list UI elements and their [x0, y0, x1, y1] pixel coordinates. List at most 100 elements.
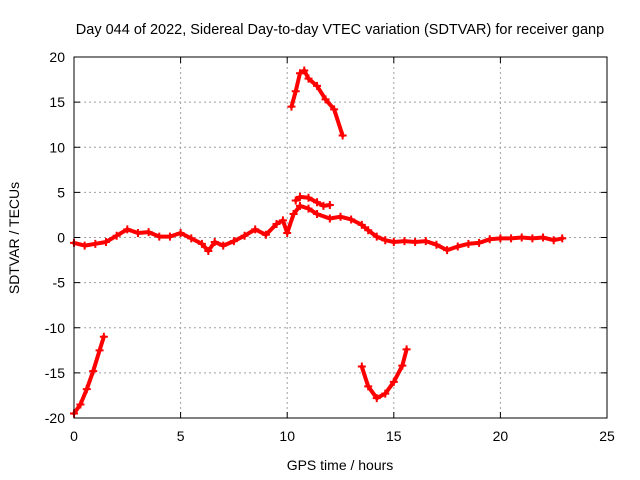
data-point	[80, 241, 89, 250]
data-point	[357, 220, 366, 229]
grid	[74, 57, 607, 418]
data-point	[402, 345, 411, 354]
data-point	[464, 239, 473, 248]
x-tick-label-10: 10	[279, 428, 295, 444]
data-point	[295, 201, 304, 210]
y-tick-label-10: 10	[49, 139, 65, 155]
data-point	[76, 400, 85, 409]
data-point	[453, 242, 462, 251]
data-point	[89, 367, 98, 376]
data-point	[432, 240, 441, 249]
series-line-dip-low	[359, 347, 409, 401]
series-dip-low	[357, 345, 411, 403]
y-axis-title: SDTVAR / TECUs	[6, 182, 22, 294]
data-point	[313, 210, 322, 219]
series-line-spike-high	[289, 68, 345, 138]
data-point	[443, 246, 452, 255]
data-point	[133, 228, 142, 237]
data-point	[251, 225, 260, 234]
data-point	[325, 214, 334, 223]
data-point	[291, 196, 300, 205]
y-tick-label-5: 5	[57, 184, 65, 200]
data-point	[165, 232, 174, 241]
data-point	[364, 382, 373, 391]
data-point	[289, 210, 298, 219]
data-point	[197, 239, 206, 248]
data-point	[283, 228, 292, 237]
y-tick-label--10: -10	[45, 320, 65, 336]
y-tick-label-0: 0	[57, 230, 65, 246]
data-point	[240, 231, 249, 240]
data-point	[321, 95, 330, 104]
tick-labels: 0 5 10 15 20 25 -20 -15 -10 -5 0 5 10 15 20	[45, 49, 615, 444]
x-axis-title: GPS time / hours	[287, 457, 394, 473]
data-point	[372, 232, 381, 241]
data-point	[558, 234, 567, 243]
data-point	[261, 230, 270, 239]
data-point	[330, 105, 339, 114]
series-upper-branch	[291, 192, 334, 210]
series-main-track	[70, 201, 567, 256]
data-point	[291, 87, 300, 96]
data-point	[549, 236, 558, 245]
data-point	[528, 234, 537, 243]
y-tick-label--20: -20	[45, 410, 65, 426]
data-point	[278, 216, 287, 225]
data-point	[272, 219, 281, 228]
series-start-rise	[70, 332, 108, 418]
y-tick-label--15: -15	[45, 365, 65, 381]
x-tick-label-5: 5	[177, 428, 185, 444]
data-point	[295, 192, 304, 201]
x-tick-label-20: 20	[493, 428, 509, 444]
series-line-main-track	[72, 203, 565, 253]
data-point	[539, 233, 548, 242]
data-point	[91, 239, 100, 248]
data-point	[210, 238, 219, 247]
chart-title: Day 044 of 2022, Sidereal Day-to-day VTE…	[76, 22, 604, 38]
data-point	[325, 201, 334, 210]
data-point	[381, 236, 390, 245]
data-point	[364, 226, 373, 235]
data-point	[82, 385, 91, 394]
data-point	[304, 74, 313, 83]
data-point	[112, 231, 121, 240]
data-point	[485, 235, 494, 244]
data-point	[411, 238, 420, 247]
data-point	[155, 232, 164, 241]
data-point	[389, 238, 398, 247]
data-point	[381, 389, 390, 398]
data-point	[123, 225, 132, 234]
data-point	[347, 215, 356, 224]
data-point	[398, 361, 407, 370]
data-point	[400, 237, 409, 246]
y-tick-label-20: 20	[49, 49, 65, 65]
x-tick-label-15: 15	[386, 428, 402, 444]
data-point	[99, 332, 108, 341]
data-point	[304, 193, 313, 202]
data-point	[295, 69, 304, 78]
data-point	[336, 212, 345, 221]
x-tick-label-0: 0	[70, 428, 78, 444]
data-point	[313, 81, 322, 90]
data-point	[507, 234, 516, 243]
data-point	[517, 233, 526, 242]
data-point	[389, 377, 398, 386]
data-point	[300, 66, 309, 75]
data-point	[475, 238, 484, 247]
data-point	[101, 238, 110, 247]
data-point	[95, 346, 104, 355]
data-point	[176, 228, 185, 237]
data-point	[304, 204, 313, 213]
x-tick-label-25: 25	[599, 428, 615, 444]
data-point	[421, 237, 430, 246]
data-point	[204, 247, 213, 256]
y-tick-label-15: 15	[49, 94, 65, 110]
data-series	[70, 66, 567, 418]
data-point	[287, 102, 296, 111]
data-point	[338, 131, 347, 140]
data-point	[187, 234, 196, 243]
series-spike-high	[287, 66, 347, 140]
y-tick-label--5: -5	[53, 275, 66, 291]
data-point	[357, 362, 366, 371]
